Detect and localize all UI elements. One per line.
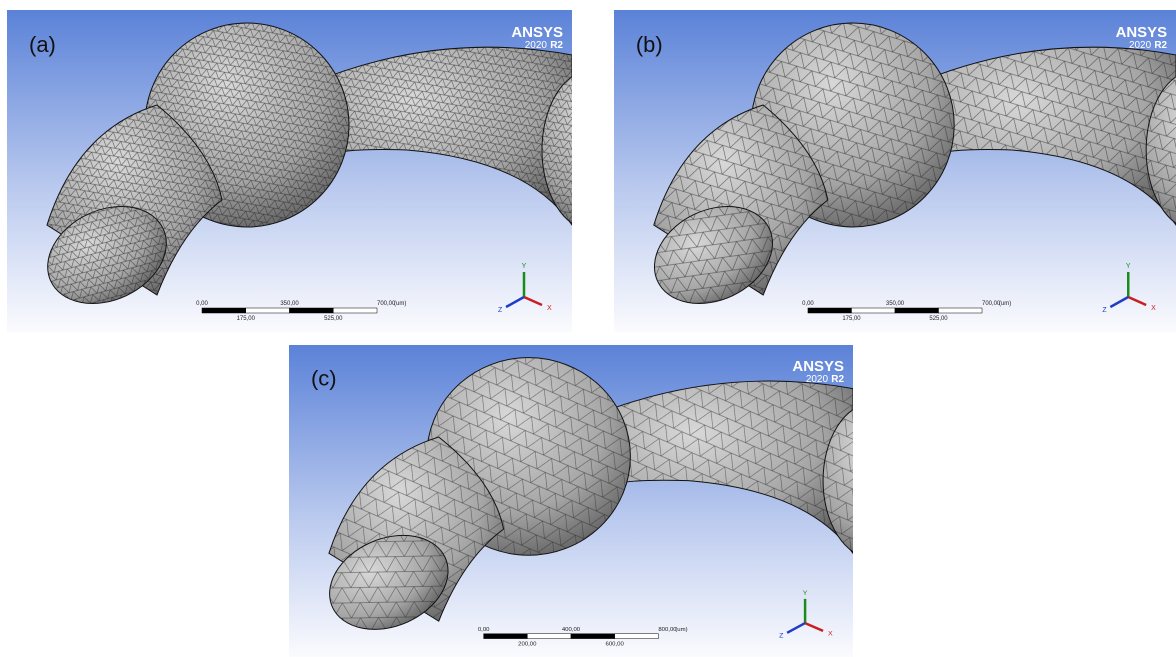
scale-label: 400,00 <box>562 627 581 633</box>
release: R2 <box>1154 40 1167 51</box>
scale-segment <box>290 308 334 313</box>
version: 2020 <box>806 374 829 385</box>
version: 2020 <box>1129 40 1152 51</box>
scale-label: 525,00 <box>929 316 948 322</box>
scale-label: 600,00 <box>606 641 625 647</box>
panel-label: (a) <box>29 32 56 57</box>
scale-segment <box>246 308 290 313</box>
axis-label: Y <box>522 263 527 270</box>
axis-label: Y <box>1126 263 1131 270</box>
scale-segment <box>527 634 571 639</box>
axis-label: Z <box>779 633 783 640</box>
axis-label: Z <box>498 307 503 314</box>
scale-label: 525,00 <box>324 316 343 322</box>
axis-label: X <box>547 305 552 312</box>
release: R2 <box>550 40 563 51</box>
logo: ANSYS <box>1116 24 1167 41</box>
axis-label: Z <box>1102 307 1107 314</box>
axis-label: Y <box>803 590 808 597</box>
release: R2 <box>831 374 844 385</box>
scale-label: 0,00 <box>196 301 208 307</box>
scale-unit: (um) <box>394 301 406 307</box>
panel-label: (c) <box>311 366 337 391</box>
scale-segment <box>333 308 377 313</box>
logo: ANSYS <box>792 359 844 375</box>
version: 2020 <box>525 40 548 51</box>
scale-unit: (um) <box>999 301 1011 307</box>
scale-label: 0,00 <box>478 627 490 633</box>
scale-label: 350,00 <box>280 301 299 307</box>
scale-label: 350,00 <box>886 301 905 307</box>
axis-label: X <box>1151 305 1156 312</box>
scale-segment <box>808 308 852 313</box>
scale-unit: (um) <box>675 627 687 633</box>
scale-label: 175,00 <box>842 316 861 322</box>
scale-label: 0,00 <box>802 301 814 307</box>
scale-label: 200,00 <box>518 641 537 647</box>
scale-segment <box>615 634 659 639</box>
scale-segment <box>939 308 983 313</box>
panel-label: (b) <box>636 32 663 57</box>
scale-segment <box>484 634 528 639</box>
scale-segment <box>851 308 895 313</box>
scale-segment <box>895 308 939 313</box>
scale-segment <box>571 634 615 639</box>
figure: (a)ANSYS2020R20,00350,00700,00(um)175,00… <box>0 0 1176 657</box>
scale-segment <box>202 308 246 313</box>
scale-label: 175,00 <box>237 316 256 322</box>
axis-label: X <box>828 631 833 638</box>
logo: ANSYS <box>511 24 563 41</box>
